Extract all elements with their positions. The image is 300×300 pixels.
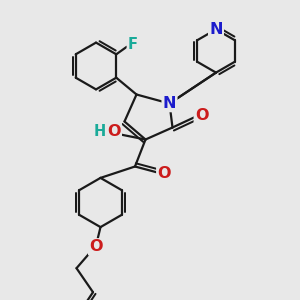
Text: O: O: [107, 124, 121, 139]
Text: N: N: [209, 22, 223, 37]
Text: O: O: [195, 108, 208, 123]
Text: O: O: [157, 166, 171, 181]
Text: F: F: [128, 37, 138, 52]
Text: N: N: [163, 96, 176, 111]
Text: O: O: [89, 239, 103, 254]
Text: H: H: [94, 124, 106, 139]
